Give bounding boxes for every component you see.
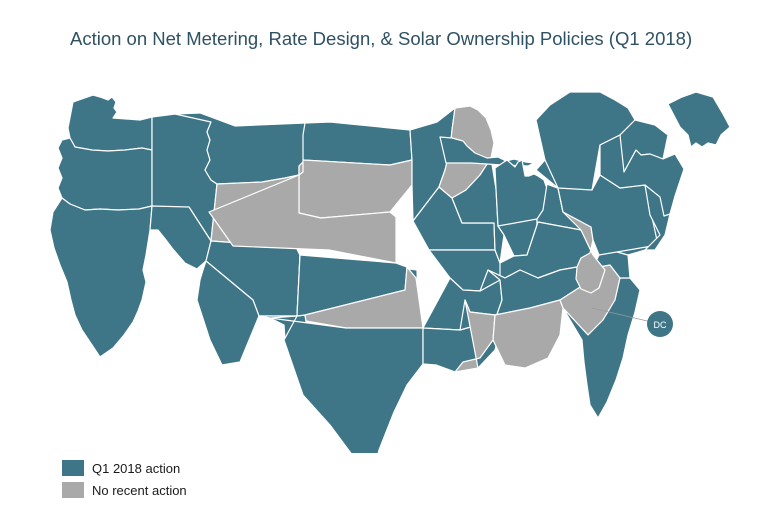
svg-text:DC: DC [654, 320, 667, 330]
